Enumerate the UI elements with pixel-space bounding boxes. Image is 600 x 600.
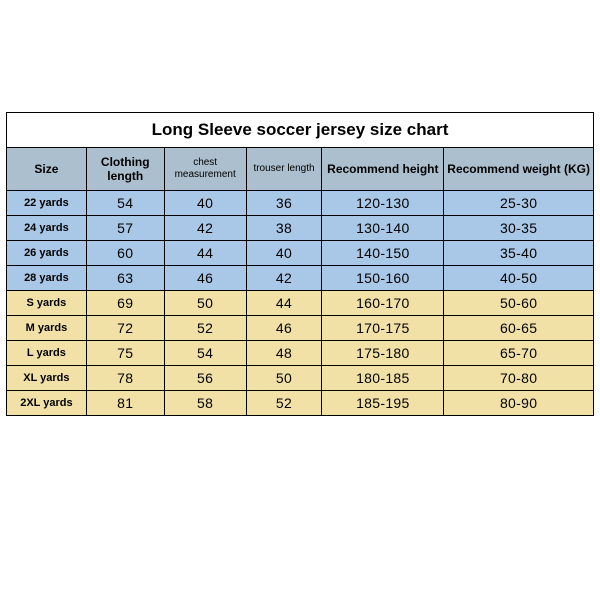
value-cell: 52 <box>246 391 322 416</box>
table-row: 2XL yards815852185-19580-90 <box>7 391 594 416</box>
value-cell: 140-150 <box>322 241 444 266</box>
value-cell: 50 <box>164 291 246 316</box>
value-cell: 69 <box>86 291 164 316</box>
table-row: S yards695044160-17050-60 <box>7 291 594 316</box>
size-cell: 26 yards <box>7 241 87 266</box>
value-cell: 75 <box>86 341 164 366</box>
table-row: 24 yards574238130-14030-35 <box>7 216 594 241</box>
value-cell: 46 <box>246 316 322 341</box>
size-chart-table: Long Sleeve soccer jersey size chart Siz… <box>6 112 594 416</box>
value-cell: 81 <box>86 391 164 416</box>
value-cell: 42 <box>164 216 246 241</box>
size-cell: XL yards <box>7 366 87 391</box>
value-cell: 60 <box>86 241 164 266</box>
value-cell: 40 <box>246 241 322 266</box>
col-size: Size <box>7 148 87 191</box>
value-cell: 25-30 <box>444 191 594 216</box>
value-cell: 150-160 <box>322 266 444 291</box>
value-cell: 54 <box>164 341 246 366</box>
value-cell: 57 <box>86 216 164 241</box>
value-cell: 70-80 <box>444 366 594 391</box>
size-cell: L yards <box>7 341 87 366</box>
col-height: Recommend height <box>322 148 444 191</box>
value-cell: 160-170 <box>322 291 444 316</box>
size-cell: 24 yards <box>7 216 87 241</box>
value-cell: 58 <box>164 391 246 416</box>
size-cell: S yards <box>7 291 87 316</box>
size-cell: 22 yards <box>7 191 87 216</box>
value-cell: 48 <box>246 341 322 366</box>
value-cell: 50 <box>246 366 322 391</box>
header-row: Size Clothing length chest measurement t… <box>7 148 594 191</box>
value-cell: 54 <box>86 191 164 216</box>
table-row: M yards725246170-17560-65 <box>7 316 594 341</box>
value-cell: 30-35 <box>444 216 594 241</box>
value-cell: 40 <box>164 191 246 216</box>
value-cell: 52 <box>164 316 246 341</box>
table-row: 28 yards634642150-16040-50 <box>7 266 594 291</box>
value-cell: 38 <box>246 216 322 241</box>
value-cell: 185-195 <box>322 391 444 416</box>
size-cell: 2XL yards <box>7 391 87 416</box>
title-row: Long Sleeve soccer jersey size chart <box>7 113 594 148</box>
chart-title: Long Sleeve soccer jersey size chart <box>7 113 594 148</box>
value-cell: 56 <box>164 366 246 391</box>
value-cell: 46 <box>164 266 246 291</box>
table-row: 26 yards604440140-15035-40 <box>7 241 594 266</box>
value-cell: 130-140 <box>322 216 444 241</box>
table-row: XL yards785650180-18570-80 <box>7 366 594 391</box>
col-chest: chest measurement <box>164 148 246 191</box>
col-trouser: trouser length <box>246 148 322 191</box>
value-cell: 175-180 <box>322 341 444 366</box>
value-cell: 44 <box>164 241 246 266</box>
value-cell: 120-130 <box>322 191 444 216</box>
value-cell: 42 <box>246 266 322 291</box>
value-cell: 78 <box>86 366 164 391</box>
value-cell: 35-40 <box>444 241 594 266</box>
value-cell: 40-50 <box>444 266 594 291</box>
value-cell: 72 <box>86 316 164 341</box>
col-clothing: Clothing length <box>86 148 164 191</box>
value-cell: 170-175 <box>322 316 444 341</box>
value-cell: 50-60 <box>444 291 594 316</box>
value-cell: 44 <box>246 291 322 316</box>
table-row: 22 yards544036120-13025-30 <box>7 191 594 216</box>
size-cell: M yards <box>7 316 87 341</box>
table-row: L yards755448175-18065-70 <box>7 341 594 366</box>
size-cell: 28 yards <box>7 266 87 291</box>
value-cell: 80-90 <box>444 391 594 416</box>
value-cell: 36 <box>246 191 322 216</box>
value-cell: 63 <box>86 266 164 291</box>
value-cell: 65-70 <box>444 341 594 366</box>
value-cell: 60-65 <box>444 316 594 341</box>
col-weight: Recommend weight (KG) <box>444 148 594 191</box>
value-cell: 180-185 <box>322 366 444 391</box>
